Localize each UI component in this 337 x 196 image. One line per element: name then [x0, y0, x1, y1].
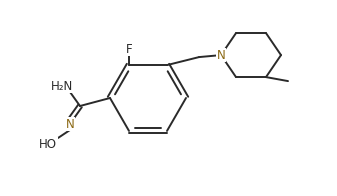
Text: H₂N: H₂N	[51, 80, 73, 93]
Text: N: N	[217, 49, 225, 62]
Text: F: F	[126, 43, 132, 56]
Text: N: N	[66, 117, 74, 131]
Text: HO: HO	[39, 138, 57, 151]
